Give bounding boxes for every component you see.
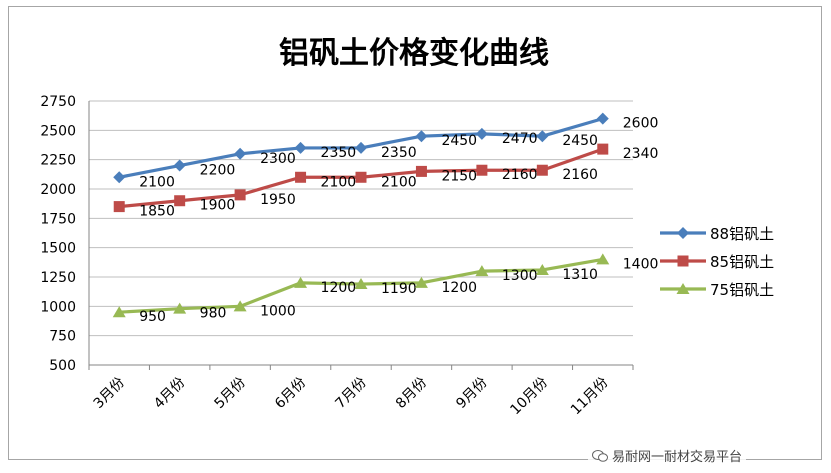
x-tick-label: 9月份 [453, 375, 490, 412]
data-point [415, 165, 427, 177]
data-label: 2100 [139, 174, 175, 190]
data-point [234, 147, 247, 160]
data-label: 2350 [321, 145, 357, 161]
data-point [597, 143, 609, 155]
data-label: 1850 [139, 204, 175, 220]
data-point [596, 253, 610, 265]
data-point [355, 141, 367, 154]
data-label: 1400 [623, 256, 659, 272]
data-point [113, 171, 126, 184]
legend-label: 75铝矾土 [710, 281, 774, 299]
y-tick-label: 500 [49, 358, 76, 374]
wechat-icon [592, 449, 608, 462]
x-tick-label: 8月份 [393, 375, 430, 412]
legend-marker [676, 283, 690, 294]
data-label: 1190 [381, 281, 417, 297]
data-label: 1300 [502, 268, 538, 284]
data-label: 2150 [441, 168, 477, 184]
data-point [415, 130, 428, 143]
data-label: 2350 [381, 145, 417, 161]
watermark-text: 易耐网一耐材交易平台 [612, 450, 743, 465]
data-point [536, 130, 549, 143]
watermark: 易耐网一耐材交易平台 [588, 446, 747, 465]
data-point [354, 278, 368, 290]
x-tick-label: 5月份 [212, 375, 249, 412]
data-label: 1000 [260, 303, 296, 319]
data-label: 1200 [441, 280, 477, 296]
data-label: 1200 [321, 280, 357, 296]
y-tick-label: 1250 [40, 270, 76, 286]
legend-marker [677, 255, 689, 267]
x-tick-label: 7月份 [332, 375, 369, 412]
chart-title: 铝矾土价格变化曲线 [279, 36, 549, 71]
data-label: 1950 [260, 192, 296, 208]
data-point [475, 265, 489, 277]
data-label: 2450 [562, 133, 598, 149]
data-point [233, 300, 247, 312]
x-tick-label: 10月份 [507, 375, 551, 419]
data-label: 2470 [502, 131, 538, 147]
data-point [294, 141, 307, 154]
data-label: 2200 [200, 163, 236, 179]
data-point [535, 263, 549, 275]
legend-label: 85铝矾土 [710, 253, 774, 271]
y-tick-label: 1500 [40, 241, 76, 257]
data-label: 980 [200, 306, 227, 322]
data-point [294, 276, 308, 288]
data-point [596, 112, 609, 125]
data-point [355, 171, 367, 183]
data-point [112, 306, 126, 318]
legend-marker [677, 227, 689, 239]
y-tick-label: 1750 [40, 211, 76, 227]
data-point [174, 195, 186, 207]
y-tick-label: 750 [49, 329, 76, 345]
data-point [173, 302, 187, 314]
data-point [414, 276, 428, 288]
legend-label: 88铝矾土 [710, 225, 774, 243]
data-label: 950 [139, 309, 166, 325]
data-label: 2160 [562, 167, 598, 183]
data-label: 2340 [623, 146, 659, 162]
y-tick-label: 2750 [40, 94, 76, 110]
x-tick-label: 6月份 [272, 375, 309, 412]
x-tick-label: 3月份 [91, 375, 128, 412]
x-tick-label: 4月份 [151, 375, 188, 412]
data-label: 2450 [441, 133, 477, 149]
data-label: 1310 [562, 267, 598, 283]
y-tick-label: 2000 [40, 182, 76, 198]
data-label: 2300 [260, 151, 296, 167]
y-tick-label: 2250 [40, 153, 76, 169]
data-label: 2600 [623, 116, 659, 132]
data-point [295, 171, 307, 183]
data-point [234, 189, 246, 201]
y-tick-label: 2500 [40, 123, 76, 139]
data-label: 2160 [502, 167, 538, 183]
data-label: 2100 [321, 174, 357, 190]
data-label: 2100 [381, 174, 417, 190]
x-tick-label: 11月份 [568, 375, 612, 419]
data-point [475, 127, 488, 140]
data-label: 1900 [200, 198, 236, 214]
data-point [113, 201, 125, 213]
data-point [536, 164, 548, 176]
y-tick-label: 1000 [40, 299, 76, 315]
data-point [173, 159, 186, 172]
data-point [476, 164, 488, 176]
